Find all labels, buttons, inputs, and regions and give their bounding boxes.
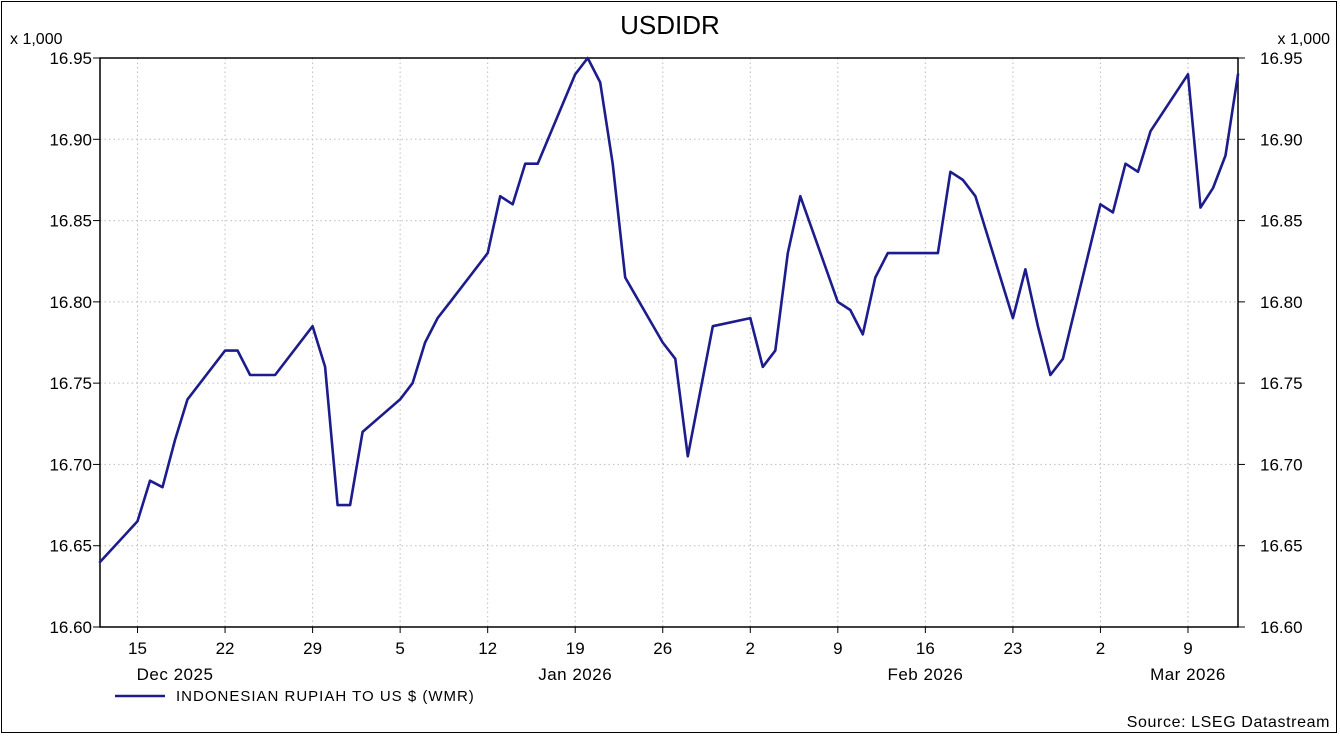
y-tick-label-left: 16.95 <box>49 49 92 68</box>
x-tick-label: 26 <box>653 639 672 658</box>
y-axis-left: 16.95 16.90 16.85 16.80 16.75 16.70 16.65 16.60 <box>49 49 100 637</box>
y-tick-label-left: 16.70 <box>49 455 92 474</box>
y-tick-label-right: 16.65 <box>1260 537 1303 556</box>
right-unit-label: x 1,000 <box>1278 31 1331 48</box>
x-tick-label: 9 <box>833 639 842 658</box>
x-tick-label: 16 <box>916 639 935 658</box>
y-tick-label-left: 16.80 <box>49 293 92 312</box>
y-tick-label-left: 16.65 <box>49 537 92 556</box>
grid-lines <box>100 58 1238 627</box>
series-line <box>98 56 1240 564</box>
x-tick-label: 5 <box>395 639 404 658</box>
x-tick-label: 29 <box>303 639 322 658</box>
x-month-label: Jan 2026 <box>538 665 612 684</box>
y-tick-label-right: 16.85 <box>1260 212 1303 231</box>
x-month-label: Mar 2026 <box>1150 665 1226 684</box>
legend-label: INDONESIAN RUPIAH TO US $ (WMR) <box>176 688 475 705</box>
x-tick-label: 19 <box>566 639 585 658</box>
y-tick-label-left: 16.90 <box>49 130 92 149</box>
y-tick-label-left: 16.60 <box>49 618 92 637</box>
y-tick-label-right: 16.60 <box>1260 618 1303 637</box>
x-tick-label: 2 <box>1096 639 1105 658</box>
x-tick-label: 15 <box>128 639 147 658</box>
x-tick-label: 2 <box>746 639 755 658</box>
source-label: Source: LSEG Datastream <box>1127 714 1330 731</box>
y-tick-label-right: 16.80 <box>1260 293 1303 312</box>
x-month-label: Feb 2026 <box>887 665 963 684</box>
y-tick-label-right: 16.75 <box>1260 374 1303 393</box>
y-tick-label-left: 16.85 <box>49 212 92 231</box>
left-unit-label: x 1,000 <box>10 31 63 48</box>
y-tick-label-left: 16.75 <box>49 374 92 393</box>
y-tick-label-right: 16.95 <box>1260 49 1303 68</box>
y-tick-label-right: 16.70 <box>1260 455 1303 474</box>
x-tick-label: 23 <box>1003 639 1022 658</box>
x-tick-label: 22 <box>216 639 235 658</box>
plot-area <box>99 57 1239 628</box>
x-tick-label: 12 <box>478 639 497 658</box>
x-month-label: Dec 2025 <box>137 665 214 684</box>
series-layer <box>98 56 1240 564</box>
y-axis-right: 16.95 16.90 16.85 16.80 16.75 16.70 16.65 16.60 <box>1238 49 1303 637</box>
chart-title: USDIDR <box>620 10 720 40</box>
legend: INDONESIAN RUPIAH TO US $ (WMR) <box>115 688 475 705</box>
y-tick-label-right: 16.90 <box>1260 130 1303 149</box>
x-tick-label: 9 <box>1183 639 1192 658</box>
